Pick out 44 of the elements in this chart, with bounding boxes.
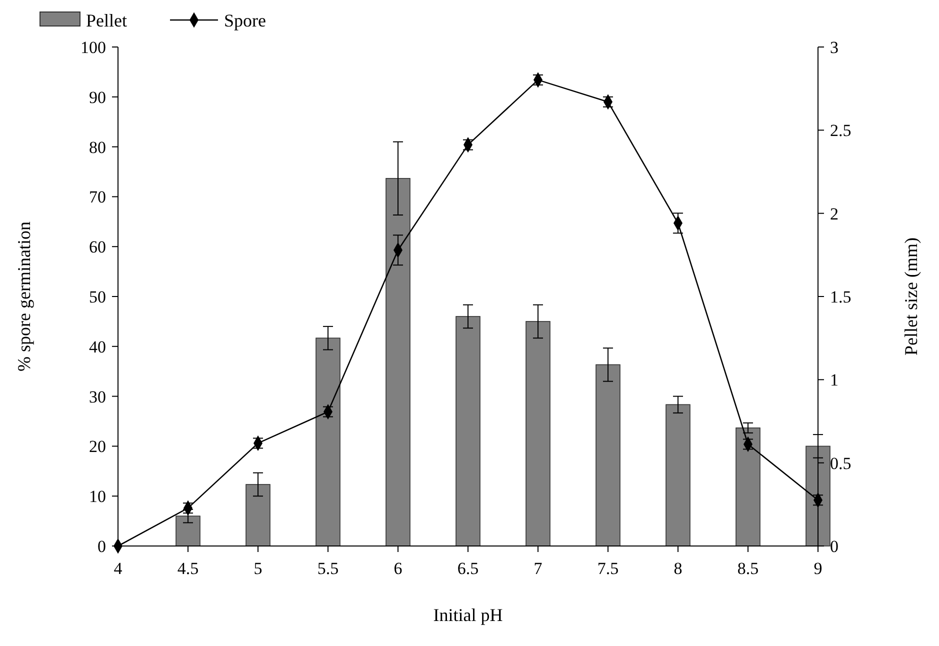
- x-tick-label: 7.5: [597, 559, 619, 578]
- y-tick-label: 40: [89, 337, 106, 356]
- bar: [386, 178, 410, 546]
- x-tick-label: 5: [254, 559, 262, 578]
- x-axis-title: Initial pH: [433, 605, 503, 625]
- y-tick-label: 100: [80, 38, 106, 57]
- legend-label: Pellet: [86, 10, 127, 30]
- bar: [666, 404, 690, 546]
- x-tick-label: 5.5: [317, 559, 339, 578]
- bar: [456, 316, 480, 546]
- y-tick-label: 80: [89, 138, 106, 157]
- y-tick-label: 20: [89, 437, 106, 456]
- y-tick-label: 70: [89, 188, 106, 207]
- bar: [176, 516, 200, 546]
- y2-axis-title: Pellet size (mm): [901, 238, 921, 356]
- x-tick-label: 7: [534, 559, 543, 578]
- y2-tick-label: 2: [830, 204, 838, 224]
- y-tick-label: 30: [89, 387, 106, 406]
- x-tick-label: 4.5: [177, 559, 199, 578]
- bar: [316, 338, 340, 546]
- y2-tick-label: 1.5: [830, 287, 852, 306]
- x-tick-label: 8.5: [737, 559, 759, 578]
- y2-tick-label: 0.5: [830, 454, 852, 473]
- bar: [596, 364, 620, 546]
- y-tick-label: 90: [89, 88, 106, 107]
- y2-tick-label: 0: [830, 536, 838, 556]
- y-axis-title: % spore germination: [14, 222, 34, 372]
- x-tick-label: 9: [814, 559, 822, 578]
- bar: [806, 446, 830, 546]
- y-tick-label: 60: [89, 238, 106, 257]
- bar: [526, 321, 550, 546]
- legend-label: Spore: [224, 10, 266, 30]
- x-tick-label: 4: [114, 559, 123, 578]
- y2-tick-label: 2.5: [830, 121, 852, 140]
- y2-tick-label: 1: [830, 370, 838, 390]
- x-tick-label: 6: [394, 559, 402, 578]
- y2-tick-label: 3: [830, 38, 838, 57]
- x-tick-label: 6.5: [457, 559, 479, 578]
- y-tick-label: 0: [98, 536, 106, 556]
- x-tick-label: 8: [674, 559, 682, 578]
- y-tick-label: 10: [89, 487, 106, 506]
- bar: [736, 428, 760, 546]
- bar: [246, 484, 270, 546]
- y-tick-label: 50: [89, 287, 106, 306]
